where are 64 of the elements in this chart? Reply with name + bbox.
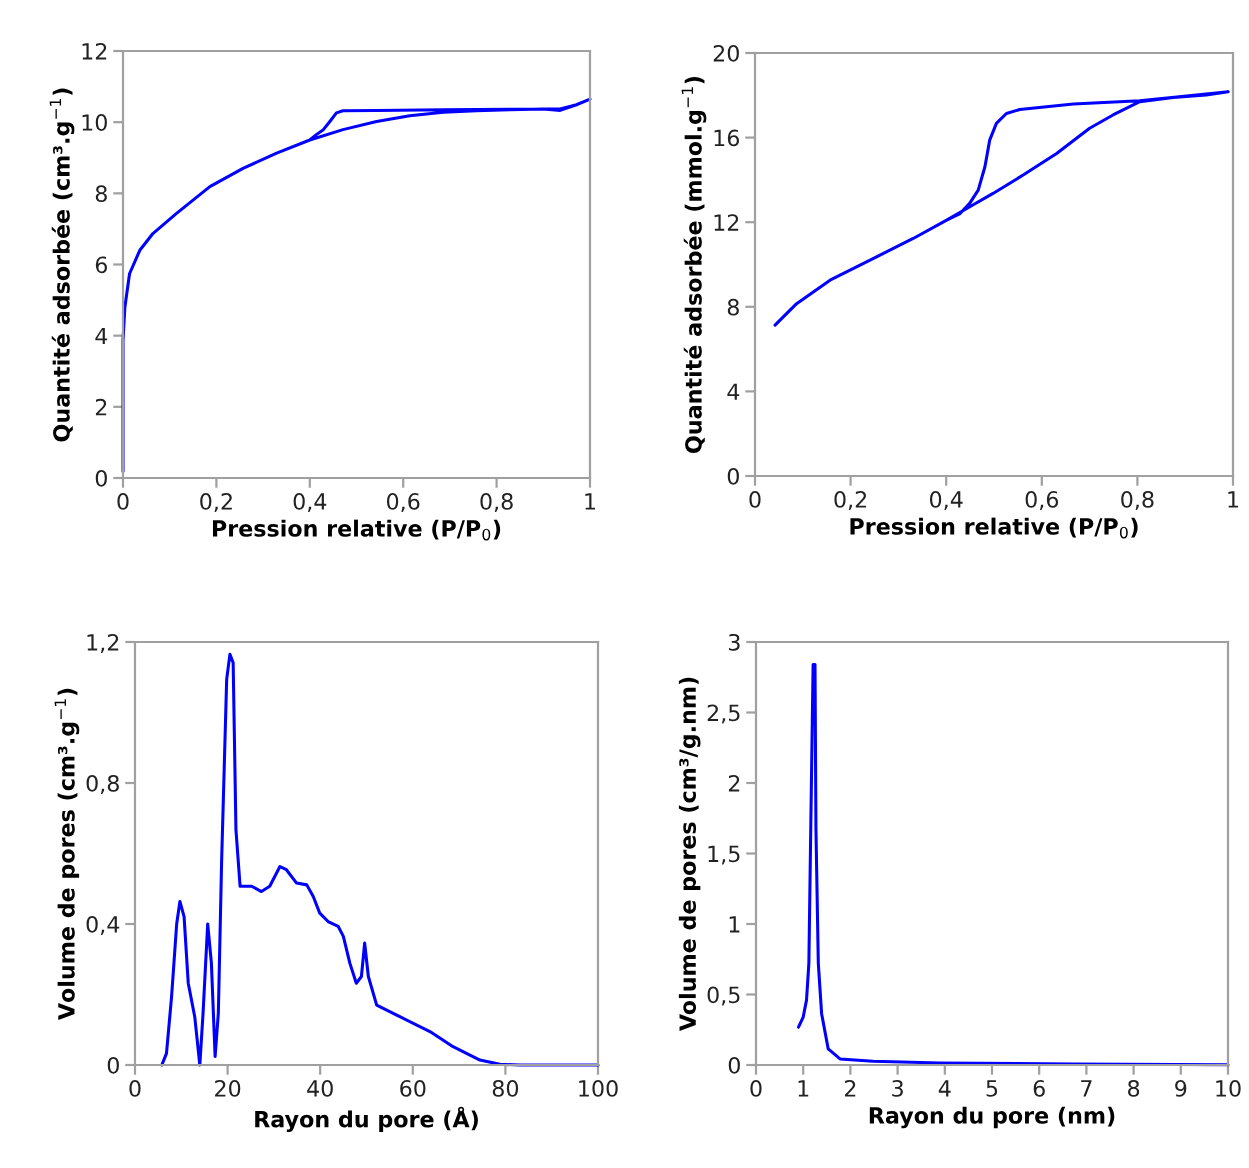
x-tick-label: 1 (1228, 491, 1239, 508)
x-tick-label: 0 (749, 490, 761, 508)
y-tick-label: 8 (727, 298, 739, 316)
x-tick-label: 4 (938, 1080, 951, 1097)
x-tick-label: 0,4 (293, 492, 327, 513)
x-tick-label: 9 (1175, 1079, 1187, 1097)
y-tick-label: 6 (95, 256, 108, 274)
y-tick-label: 4 (727, 383, 740, 400)
x-tick-label: 3 (892, 1079, 903, 1097)
y-tick-label: 0,5 (707, 986, 740, 1006)
x-tick-label: 2 (844, 1079, 856, 1097)
y-tick-label: 8 (95, 185, 107, 203)
y-tick-label: 0,8 (86, 774, 119, 795)
y-tick-label: 2 (95, 398, 107, 416)
y-tick-label: 16 (714, 129, 740, 147)
x-tick-label: 0 (129, 1079, 141, 1097)
x-tick-label: 0,2 (200, 492, 232, 513)
x-tick-label: 1 (798, 1080, 809, 1097)
y-tick-label: 1,5 (708, 845, 740, 865)
y-tick-label: 1 (729, 916, 740, 933)
y-tick-label: 12 (82, 42, 107, 60)
y-tick-label: 0 (95, 469, 107, 487)
y-tick-label: 0,4 (86, 915, 120, 936)
x-tick-label: 6 (1033, 1079, 1045, 1097)
y-tick-label: 20 (713, 44, 739, 62)
x-tick-label: 0,8 (480, 492, 513, 513)
line-series (796, 663, 1230, 1067)
x-axis-title: Pression relative (P/P$_{0}$) (212, 519, 501, 541)
x-tick-label: 0,2 (834, 490, 867, 511)
y-tick-label: 12 (714, 214, 739, 231)
y-tick-label: 3 (728, 633, 740, 651)
x-tick-label: 0,4 (930, 490, 963, 511)
y-tick-label: 0 (728, 1056, 740, 1074)
y-axis-title: Volume de pores (cm³/g.nm) (678, 677, 701, 1032)
x-tick-label: 8 (1128, 1079, 1140, 1097)
line-series (121, 97, 592, 473)
x-tick-label: 0,8 (1121, 490, 1154, 511)
x-tick-label: 5 (986, 1080, 998, 1097)
line-series (773, 90, 1230, 327)
y-tick-label: 0 (727, 467, 739, 485)
y-tick-label: 2 (728, 774, 740, 792)
x-tick-label: 1 (585, 493, 596, 510)
x-axis-title: Pression relative (P/P$_{0}$) (850, 517, 1138, 539)
y-axis-title: Quantité adsorbée (mmol.g$^{−1}$) (681, 77, 707, 453)
x-tick-label: 40 (307, 1079, 333, 1097)
x-tick-label: 100 (579, 1079, 618, 1097)
x-tick-label: 0,6 (1025, 490, 1059, 511)
y-tick-label: 4 (95, 327, 108, 345)
y-tick-label: 1,2 (87, 633, 119, 654)
x-tick-label: 10 (1216, 1079, 1241, 1097)
y-tick-label: 2,5 (707, 704, 740, 724)
line-series (160, 652, 600, 1067)
x-tick-label: 7 (1081, 1080, 1092, 1097)
y-axis-title: Volume de pores (cm³.g$^{−1}$) (54, 688, 80, 1021)
y-tick-label: 10 (82, 114, 107, 131)
x-tick-label: 0 (750, 1079, 762, 1097)
x-tick-label: 20 (215, 1079, 241, 1097)
y-axis-title: Quantité adsorbée (cm³.g$^{−1}$) (49, 88, 75, 442)
x-tick-label: 60 (400, 1079, 426, 1097)
x-axis-title: Rayon du pore (nm) (869, 1106, 1115, 1129)
x-tick-label: 80 (492, 1079, 519, 1097)
x-tick-label: 0,6 (387, 492, 420, 513)
y-tick-label: 0 (107, 1056, 119, 1074)
x-axis-title: Rayon du pore (Å) (255, 1106, 478, 1133)
